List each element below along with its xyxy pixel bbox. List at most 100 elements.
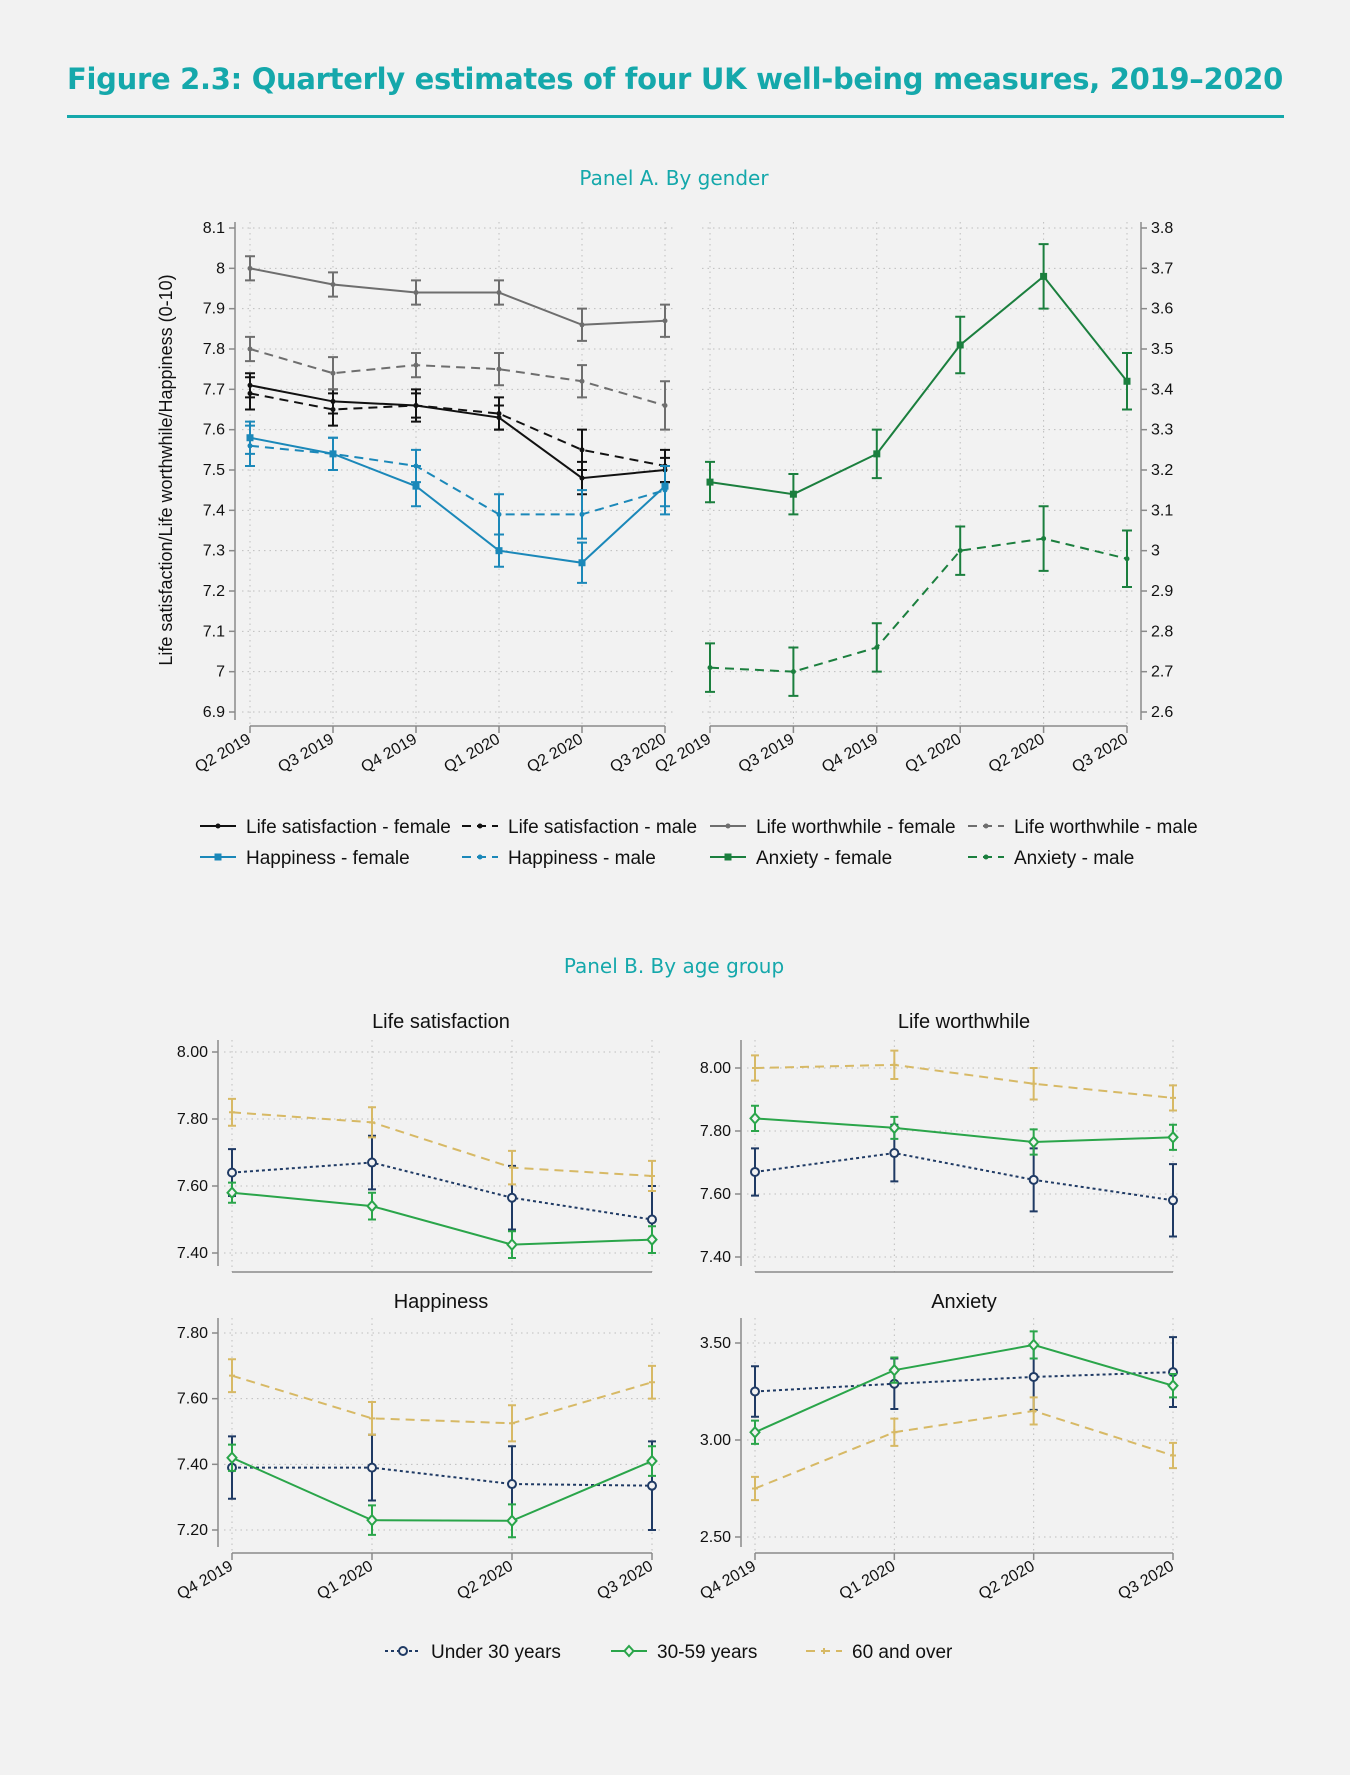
series-life-worthwhile-male [245, 335, 670, 431]
series-anxiety-male [705, 505, 1132, 697]
y-tick-label: 7.1 [203, 623, 225, 640]
y-tick-label: 2.9 [1151, 583, 1173, 600]
legend-label: Life satisfaction - male [508, 817, 697, 838]
series-30-59-years [749, 1330, 1179, 1445]
series-happiness-female [245, 420, 670, 584]
legend-item: 60 and over [806, 1642, 953, 1663]
y-tick-label: 7.9 [203, 301, 225, 318]
data-point-marker [749, 1111, 761, 1125]
data-point-marker [623, 1644, 635, 1658]
legend-item: Anxiety - male [968, 848, 1134, 869]
data-point-marker [477, 854, 483, 860]
y-tick-label: 3 [1151, 543, 1160, 560]
y-tick-label: 3.8 [1151, 220, 1173, 237]
series-life-satisfaction-female [245, 372, 670, 496]
series-line [249, 384, 666, 480]
data-point-marker [889, 1148, 900, 1159]
legend-item: Under 30 years [385, 1642, 561, 1663]
data-point-marker [229, 1372, 235, 1379]
data-point-marker [330, 281, 336, 287]
data-point-marker [369, 1119, 375, 1126]
series-anxiety-female [705, 243, 1132, 516]
data-point-marker [579, 447, 585, 453]
x-tick-label: Q1 2020 [314, 1558, 376, 1603]
y-tick-label: 6.9 [203, 704, 225, 721]
series-line [754, 1409, 1174, 1490]
figure-title: Figure 2.3: Quarterly estimates of four … [67, 62, 1283, 96]
x-tick-label: Q1 2020 [441, 731, 503, 776]
data-point-marker [662, 318, 668, 324]
y-tick-label: 8.1 [203, 220, 225, 237]
series-line [754, 1152, 1174, 1202]
series-line [754, 1063, 1174, 1099]
series-life-satisfaction-male [245, 376, 670, 484]
x-tick-label: Q2 2020 [976, 1558, 1038, 1603]
data-point-marker [749, 1425, 761, 1439]
data-point-marker [1167, 1130, 1179, 1144]
x-tick-label: Q3 2019 [275, 731, 337, 776]
data-point-marker [1030, 1407, 1037, 1414]
data-point-marker [1027, 1338, 1040, 1352]
data-point-marker [647, 1214, 657, 1225]
data-point-marker [750, 1386, 760, 1397]
data-point-marker [649, 1172, 655, 1179]
data-point-marker [226, 1451, 238, 1465]
legend-item: Happiness - female [200, 848, 410, 869]
y-tick-label: 7.40 [177, 1245, 208, 1262]
data-point-marker [495, 547, 503, 555]
series-happiness-male [245, 424, 670, 540]
series-under-30-years [227, 1134, 657, 1254]
data-point-marker [509, 1164, 515, 1171]
data-point-marker [752, 1065, 758, 1071]
data-point-marker [724, 853, 732, 861]
data-point-marker [496, 411, 502, 417]
data-point-marker [477, 823, 483, 829]
data-point-marker [1167, 1379, 1179, 1393]
data-point-marker [330, 407, 336, 412]
legend-item: Happiness - male [462, 848, 656, 869]
chart-panelB-lw: 7.40 7.60 7.80 8.00 Life worthwhile [700, 1011, 1181, 1273]
series-line [754, 1371, 1174, 1393]
y-tick-label: 7.6 [203, 422, 225, 439]
data-point-marker [1170, 1452, 1176, 1459]
series-life-worthwhile-female [245, 255, 670, 342]
data-point-marker [956, 341, 964, 349]
legend-label: Life worthwhile - female [756, 817, 956, 838]
chart-title: Anxiety [931, 1291, 997, 1313]
x-tick-label: Q3 2020 [594, 1558, 656, 1603]
data-point-marker [1041, 536, 1047, 542]
data-point-marker [579, 322, 585, 328]
y-tick-label: 7.80 [177, 1111, 208, 1128]
series-line [232, 1466, 653, 1487]
data-point-marker [874, 644, 880, 650]
x-tick-label: Q3 2019 [736, 731, 798, 776]
data-point-marker [888, 1121, 901, 1135]
data-point-marker [752, 1485, 758, 1492]
data-point-marker [507, 1192, 517, 1203]
data-point-marker [1028, 1371, 1039, 1382]
data-point-marker [398, 1646, 408, 1656]
data-point-marker [506, 1238, 518, 1252]
series-line [231, 1111, 653, 1177]
data-point-marker [891, 1429, 898, 1436]
y-tick-label: 3.7 [1151, 260, 1173, 277]
data-point-marker [888, 1363, 901, 1377]
x-tick-label: Q2 2020 [454, 1558, 516, 1603]
legend-item: Life satisfaction - male [462, 817, 697, 838]
legend-item: 30-59 years [611, 1642, 757, 1663]
data-point-marker [227, 1167, 237, 1178]
data-point-marker [1028, 1174, 1039, 1185]
data-point-marker [366, 1513, 378, 1527]
chart-title: Life worthwhile [898, 1011, 1030, 1033]
series-line [754, 1117, 1174, 1144]
x-tick-label: Q4 2019 [697, 1558, 759, 1603]
x-tick-label: Q3 2020 [1115, 1558, 1177, 1603]
data-point-marker [330, 370, 336, 376]
series-line [231, 1374, 653, 1425]
data-point-marker [649, 1379, 655, 1386]
data-point-marker [496, 511, 502, 517]
y-tick-label: 3.5 [1151, 341, 1173, 358]
data-point-marker [367, 1462, 377, 1473]
legend-item: Anxiety - female [710, 848, 892, 869]
